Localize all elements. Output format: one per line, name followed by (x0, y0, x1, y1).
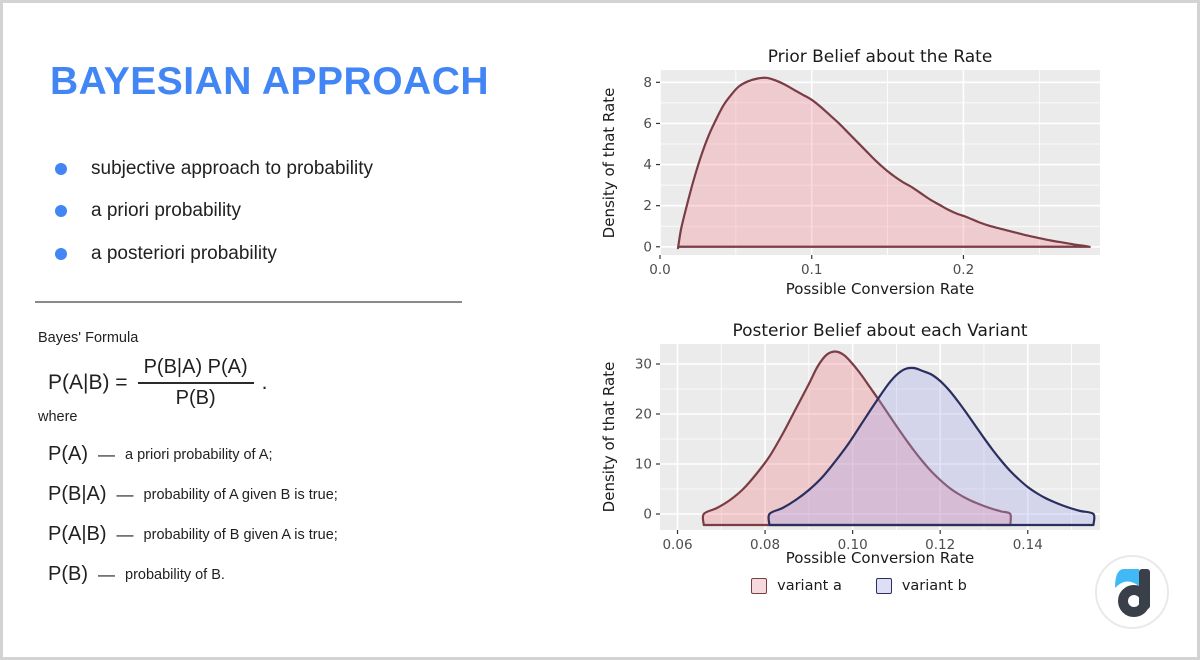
x-tick-label: 0.2 (953, 262, 974, 278)
definition-row: P(B) — probability of B. (48, 563, 225, 586)
density-curve-variant-a (701, 350, 1012, 527)
y-tick-label: 0 (643, 507, 652, 523)
definition-desc: probability of B. (125, 566, 225, 583)
x-tick-label: 0.1 (801, 262, 822, 278)
definition-term: P(B) (48, 563, 88, 585)
formula-section-label: Bayes' Formula (38, 330, 139, 346)
prior-chart-canvas: 0.0 0.1 0.2 0 2 4 6 8 (643, 70, 1100, 278)
company-logo (1095, 555, 1169, 629)
prior-density-chart: 0.0 0.1 0.2 0 2 4 6 8 Prior Belief about the Ra… (600, 47, 1100, 298)
y-tick-label: 20 (635, 407, 652, 423)
bullet-dot-icon (55, 205, 67, 217)
posterior-chart-title: Posterior Belief about each Variant (732, 321, 1027, 341)
y-tick-label: 4 (643, 157, 652, 173)
section-divider (35, 301, 462, 303)
bullet-item: a priori probability (55, 200, 241, 222)
density-curve-prior-density (676, 76, 1091, 250)
prior-y-axis-title: Density of that Rate (600, 88, 618, 239)
definition-dash: — (98, 564, 115, 584)
y-tick-label: 8 (643, 75, 652, 91)
definition-row: P(A) — a priori probability of A; (48, 443, 273, 466)
y-tick-label: 30 (635, 357, 652, 373)
formula-lhs: P(A|B) = (48, 371, 128, 394)
definition-dash: — (116, 484, 134, 504)
definition-row: P(A|B) — probability of B given A is tru… (48, 523, 338, 546)
definition-desc: probability of A given B is true; (143, 486, 338, 503)
definition-dash: — (116, 524, 134, 544)
y-tick-label: 0 (643, 239, 652, 255)
formula-period: . (261, 371, 268, 394)
bullet-item: subjective approach to probability (55, 158, 373, 180)
logo-blue-accent (1115, 569, 1139, 588)
formula-numerator: P(B|A) P(A) (137, 356, 254, 384)
posterior-density-chart: 0.06 0.08 0.10 0.12 0.14 0 10 20 30 Posterior Be… (600, 321, 1100, 567)
bullet-item: a posteriori probability (55, 243, 277, 265)
x-tick-label: 0.12 (925, 537, 955, 553)
y-tick-label: 10 (635, 457, 652, 473)
x-tick-label: 0.08 (750, 537, 780, 553)
posterior-x-axis-title: Possible Conversion Rate (786, 549, 974, 567)
bullet-text: a priori probability (91, 200, 241, 221)
x-tick-label: 0.14 (1013, 537, 1043, 553)
prior-chart-title: Prior Belief about the Rate (768, 47, 993, 67)
definition-desc: a priori probability of A; (125, 446, 273, 463)
definition-dash: — (98, 444, 115, 464)
bullet-text: a posteriori probability (91, 243, 277, 264)
bullet-text: subjective approach to probability (91, 158, 374, 179)
formula-denominator: P(B) (175, 387, 216, 409)
variant-a-swatch-icon (751, 578, 768, 594)
axis-ticks: 0.06 0.08 0.10 0.12 0.14 0 10 20 30 (635, 357, 1043, 554)
legend-label: variant b (901, 578, 967, 594)
variant-b-swatch-icon (875, 578, 892, 594)
axis-ticks: 0.0 0.1 0.2 0 2 4 6 8 (643, 75, 974, 278)
chart-panel-background (660, 70, 1100, 255)
bullet-dot-icon (55, 248, 67, 260)
formula-fraction: P(B|A) P(A) P(B) (137, 356, 254, 410)
density-curve-variant-b (767, 366, 1096, 527)
page-title: BAYESIAN APPROACH (50, 60, 490, 103)
legend-item-variant-b: variant b (875, 578, 967, 594)
bayes-formula: P(A|B) = P(B|A) P(A) P(B) . (48, 356, 268, 410)
prior-x-axis-title: Possible Conversion Rate (786, 280, 974, 298)
y-tick-label: 6 (643, 116, 652, 132)
legend-label: variant a (777, 578, 842, 594)
posterior-y-axis-title: Density of that Rate (600, 362, 618, 513)
where-label: where (38, 409, 78, 425)
x-tick-label: 0.10 (838, 537, 868, 553)
x-tick-label: 0.06 (662, 537, 692, 553)
definition-term: P(A) (48, 443, 88, 465)
x-tick-label: 0.0 (649, 262, 670, 278)
bullet-dot-icon (55, 163, 67, 175)
definition-desc: probability of B given A is true; (143, 526, 338, 543)
legend-item-variant-a: variant a (751, 578, 842, 594)
definition-term: P(B|A) (48, 483, 107, 505)
posterior-chart-canvas: 0.06 0.08 0.10 0.12 0.14 0 10 20 30 (635, 344, 1100, 553)
logo-d-bowl (1118, 585, 1150, 617)
definition-row: P(B|A) — probability of A given B is tru… (48, 483, 338, 506)
y-tick-label: 2 (643, 198, 652, 214)
definition-term: P(A|B) (48, 523, 107, 545)
chart-panel-background (660, 344, 1100, 530)
chart-legend: variant a variant b (598, 578, 1120, 594)
